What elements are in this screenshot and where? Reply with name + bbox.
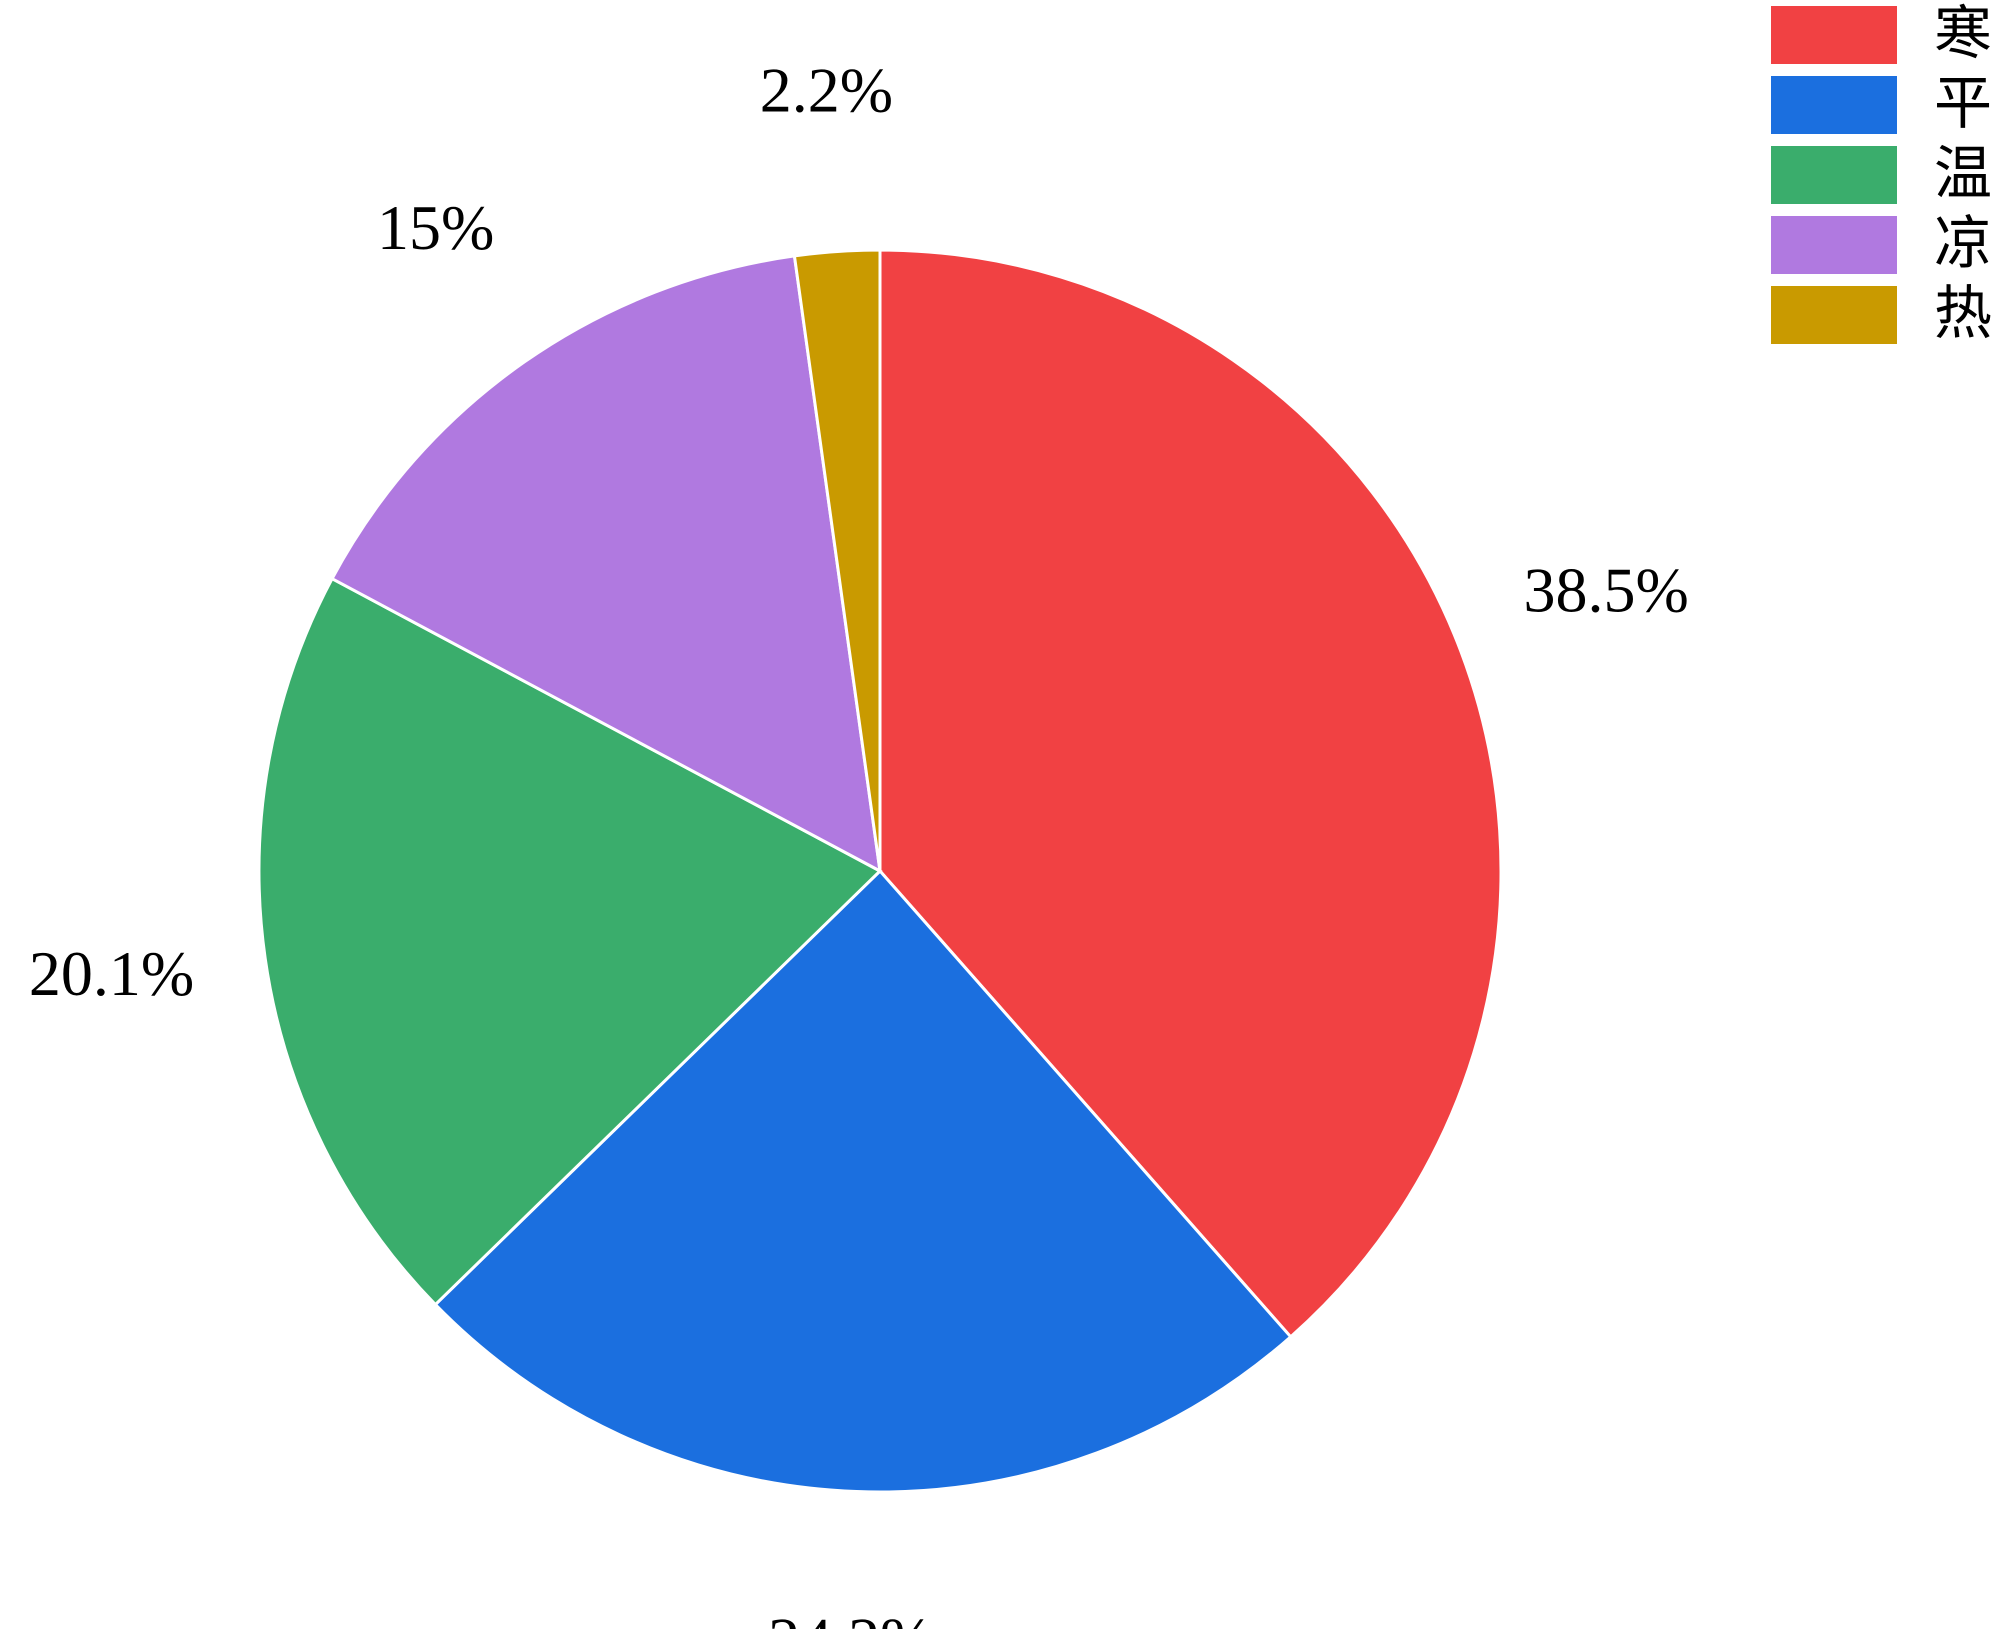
legend-label: 凉 bbox=[1934, 209, 1992, 277]
value-label: 2.2% bbox=[760, 54, 893, 125]
legend-label: 温 bbox=[1934, 139, 1992, 207]
pie-slice bbox=[257, 576, 883, 1307]
legend-label: 寒 bbox=[1934, 0, 1992, 67]
legend-swatch bbox=[1771, 216, 1897, 274]
legend-label: 热 bbox=[1934, 279, 1992, 347]
legend-swatch bbox=[1771, 146, 1897, 204]
value-label: 38.5% bbox=[1523, 554, 1688, 625]
legend-swatch bbox=[1771, 6, 1897, 64]
pie-slice bbox=[330, 254, 882, 874]
legend-swatch bbox=[1771, 286, 1897, 344]
value-label: 20.1% bbox=[29, 938, 194, 1009]
pie-slice bbox=[878, 248, 1503, 1339]
value-label: 24.2% bbox=[768, 1604, 933, 1629]
legend-swatch bbox=[1771, 76, 1897, 134]
pie-slice bbox=[433, 868, 1293, 1494]
value-label: 15% bbox=[377, 192, 494, 263]
legend-label: 平 bbox=[1934, 69, 1992, 137]
pie-slice bbox=[792, 248, 882, 872]
